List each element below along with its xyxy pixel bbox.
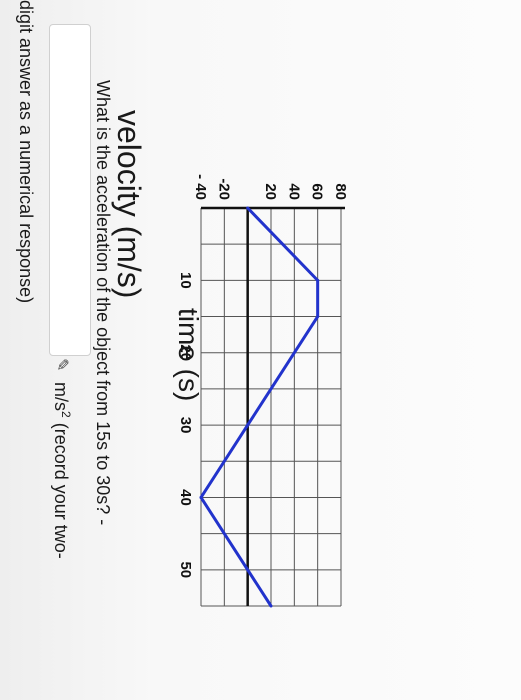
- unit-label: m/s2 (record your two-: [50, 382, 73, 559]
- data-point: [316, 315, 320, 319]
- x-tick-label: 40: [177, 489, 194, 506]
- question-text-continued: digit answer as a numerical response): [16, 0, 36, 304]
- data-point: [199, 495, 203, 499]
- x-axis-label: time (s): [173, 308, 204, 402]
- x-tick-label: 10: [177, 272, 194, 289]
- data-point: [316, 278, 320, 282]
- unit-power: 2: [59, 411, 73, 418]
- velocity-line: [199, 206, 320, 607]
- y-tick-label: 40: [285, 183, 302, 200]
- y-tick-label: 20: [262, 183, 279, 200]
- answer-input[interactable]: [49, 24, 91, 356]
- question-text: What is the acceleration of the object f…: [93, 80, 113, 526]
- x-tick-label: 20: [177, 344, 194, 361]
- unit-prefix: m/s: [51, 382, 71, 411]
- data-point: [269, 604, 273, 608]
- y-tick-label: 60: [309, 183, 326, 200]
- x-tick-label: 30: [177, 417, 194, 434]
- data-point: [246, 206, 250, 210]
- y-tick-label: 80: [332, 183, 349, 200]
- x-tick-label: 50: [177, 561, 194, 578]
- pen-icon: ✎: [53, 358, 70, 372]
- chart-title: velocity (m/s): [111, 110, 147, 299]
- y-tick-label: -20: [215, 178, 232, 200]
- unit-instruction: (record your two-: [51, 422, 71, 559]
- y-tick-label: - 40: [192, 174, 209, 200]
- data-point: [246, 423, 250, 427]
